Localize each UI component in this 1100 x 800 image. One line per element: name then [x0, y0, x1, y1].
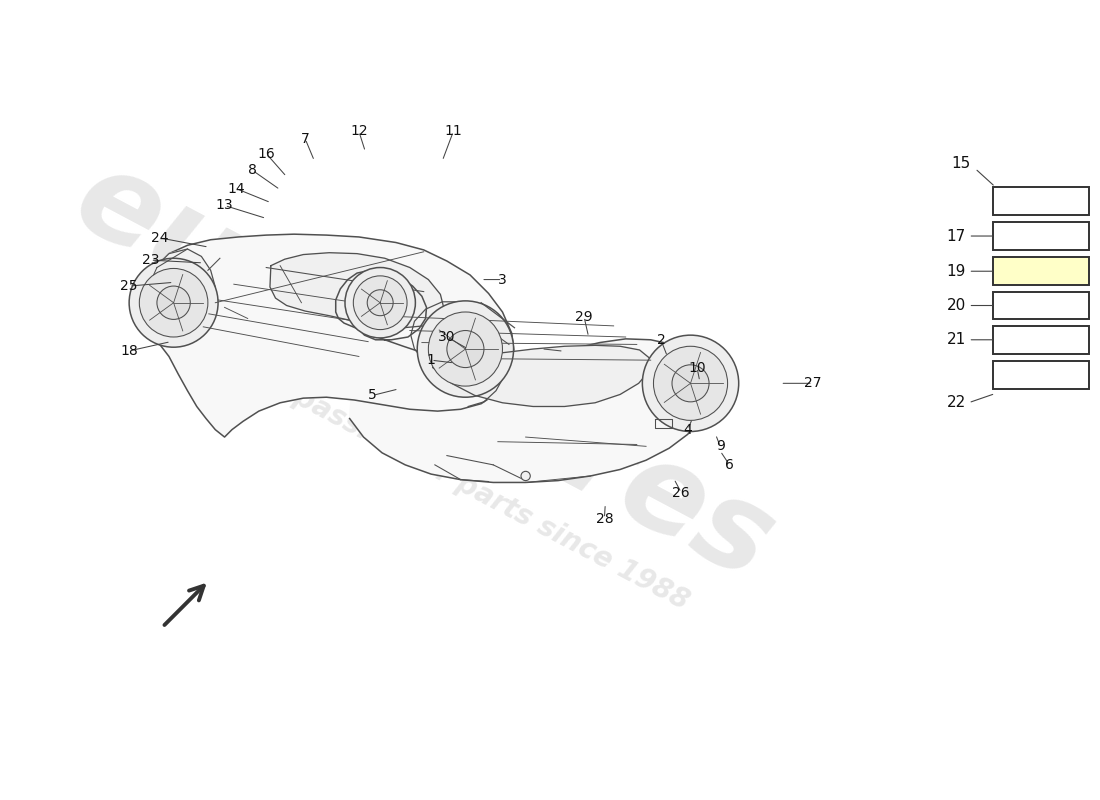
Text: 16: 16 — [257, 146, 275, 161]
Polygon shape — [141, 234, 515, 437]
Circle shape — [653, 346, 727, 420]
Text: 13: 13 — [216, 198, 233, 213]
Text: 18: 18 — [120, 344, 138, 358]
Polygon shape — [433, 346, 650, 406]
Text: 7: 7 — [300, 132, 309, 146]
Text: 15: 15 — [952, 156, 970, 171]
Text: 10: 10 — [689, 361, 706, 374]
Polygon shape — [270, 253, 444, 328]
Circle shape — [140, 269, 208, 337]
Text: 28: 28 — [595, 511, 613, 526]
Text: 2: 2 — [657, 333, 665, 346]
Circle shape — [367, 290, 393, 316]
Text: 17: 17 — [946, 229, 966, 243]
Text: a passion for parts since 1988: a passion for parts since 1988 — [264, 370, 694, 616]
Polygon shape — [336, 270, 706, 482]
Circle shape — [672, 365, 710, 402]
Text: 23: 23 — [142, 253, 160, 267]
Text: 27: 27 — [804, 376, 822, 390]
Text: 30: 30 — [438, 330, 455, 344]
Bar — [993, 222, 1089, 250]
Text: 11: 11 — [444, 124, 462, 138]
Text: 6: 6 — [725, 458, 734, 472]
Circle shape — [157, 286, 190, 319]
Text: 22: 22 — [946, 395, 966, 410]
Text: 19: 19 — [946, 264, 966, 278]
Bar — [993, 326, 1089, 354]
Text: 26: 26 — [672, 486, 690, 500]
Bar — [993, 258, 1089, 285]
Text: 9: 9 — [716, 439, 725, 454]
Text: 8: 8 — [248, 163, 256, 178]
Text: 24: 24 — [151, 231, 168, 245]
Bar — [993, 292, 1089, 319]
Circle shape — [417, 301, 514, 398]
Bar — [993, 187, 1089, 214]
Circle shape — [353, 276, 407, 330]
Text: 21: 21 — [946, 332, 966, 347]
Text: 20: 20 — [946, 298, 966, 313]
Text: eurospares: eurospares — [55, 139, 792, 606]
Polygon shape — [141, 249, 216, 337]
Text: 4: 4 — [683, 422, 692, 437]
Text: 1: 1 — [427, 353, 436, 367]
Text: 5: 5 — [368, 388, 377, 402]
Circle shape — [345, 267, 416, 338]
Circle shape — [521, 471, 530, 481]
Text: 29: 29 — [575, 310, 593, 324]
Circle shape — [129, 258, 218, 347]
Circle shape — [447, 330, 484, 367]
Text: 25: 25 — [120, 279, 138, 293]
Text: 14: 14 — [228, 182, 245, 196]
Text: 3: 3 — [498, 273, 507, 286]
Circle shape — [428, 312, 503, 386]
Bar — [993, 361, 1089, 389]
Circle shape — [642, 335, 739, 431]
Text: 12: 12 — [350, 124, 367, 138]
